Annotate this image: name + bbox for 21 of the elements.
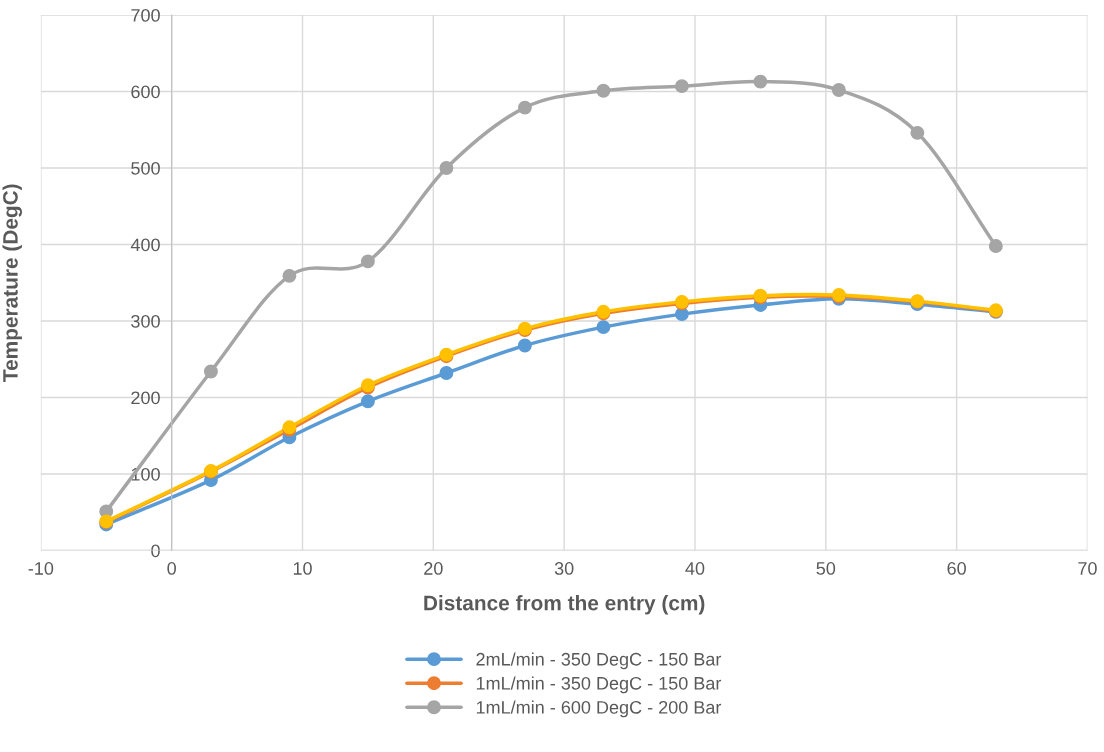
legend-label: 1mL/min - 350 DegC - 150 Bar (476, 676, 722, 694)
y-tick-label: 0 (151, 544, 160, 558)
y-tick-label: 400 (130, 238, 160, 252)
y-tick-label: 300 (131, 314, 160, 328)
y-tick-label: 500 (131, 161, 160, 175)
x-tick-label: 70 (1078, 562, 1097, 575)
legend-label: 1mL/min - 600 DegC - 200 Bar (476, 700, 722, 718)
y-tick-label: 600 (131, 85, 160, 99)
x-tick-label: 50 (816, 562, 836, 575)
y-tick-label: 200 (131, 391, 160, 405)
legend-label: 2mL/min - 350 DegC - 150 Bar (476, 652, 722, 670)
x-tick-label: 0 (167, 562, 176, 575)
x-tick-label: 20 (424, 562, 443, 575)
x-axis-title: Distance from the entry (cm) (424, 595, 705, 615)
x-tick-label: -10 (28, 562, 54, 575)
x-tick-label: 40 (685, 562, 705, 575)
x-tick-label: 30 (554, 562, 574, 575)
x-tick-label: 60 (947, 562, 966, 575)
y-axis-title: Temperature (DegC) (2, 184, 23, 382)
y-tick-label: 700 (131, 8, 160, 22)
x-tick-label: 10 (293, 562, 312, 575)
